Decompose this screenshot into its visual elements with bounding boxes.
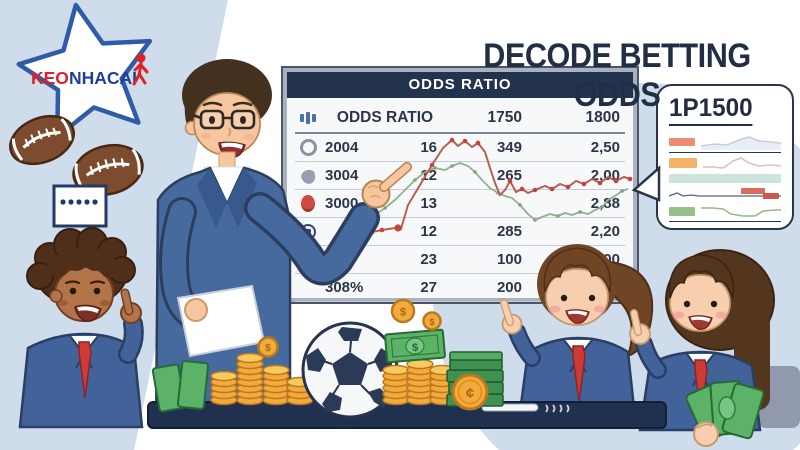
star-logo: KEONHACAI (16, 2, 153, 140)
row-value: 16 (420, 139, 437, 156)
keonhacai-wordmark: KEONHACAI (31, 68, 137, 88)
glasses-icon (192, 109, 256, 130)
gray-ball-icon (299, 139, 317, 156)
chair (758, 366, 800, 428)
row-value: 13 (420, 195, 437, 212)
student-figure (629, 249, 800, 447)
orange-bar-icon (669, 158, 697, 168)
row-name: 2004 (325, 139, 359, 156)
green-dots (353, 164, 624, 226)
marker-pen (481, 403, 539, 412)
cash-fan (685, 380, 765, 442)
football-icon (9, 114, 75, 166)
dollar-symbol: $ (412, 342, 419, 354)
tie (78, 341, 92, 399)
panel-row (669, 203, 781, 219)
football-icon (72, 143, 144, 197)
student-figure (18, 227, 144, 429)
sparkline-icon (701, 207, 781, 217)
divider (669, 152, 781, 153)
sparkline-icon (701, 136, 781, 150)
svg-text:$: $ (265, 343, 271, 354)
red-line (351, 138, 631, 234)
coin-stacks (210, 352, 314, 406)
sparkline-icon (703, 157, 781, 169)
paper-sheet (176, 284, 266, 358)
diagonal-band (0, 0, 228, 450)
panel-row (669, 155, 781, 171)
floating-coin-icon: $ (257, 336, 279, 358)
red-dots (349, 137, 633, 235)
dots-box (52, 184, 108, 228)
brand-red-text: KEO (31, 68, 69, 88)
row-value: 27 (420, 279, 437, 296)
soccer-ball-icon (301, 321, 399, 419)
sparkline-icon (669, 188, 781, 199)
salmon-bar-icon (669, 138, 695, 146)
floating-coin-icon: $ (422, 311, 442, 331)
bill-brick-stack (446, 351, 504, 407)
stats-icon (295, 111, 321, 124)
money-stack: $ ¢ $ $ $ (151, 298, 504, 419)
green-bar-icon (669, 206, 695, 216)
svg-text:$: $ (400, 307, 406, 319)
panel-row (669, 185, 781, 201)
column-header-odds-ratio: ODDS RATIO (336, 108, 434, 126)
cent-symbol: ¢ (466, 385, 474, 402)
brand-blue-text: NHACAI (69, 68, 137, 88)
row-value: 23 (420, 251, 437, 268)
player-icon (132, 53, 149, 86)
big-dollar-bill: $ (384, 328, 446, 364)
row-value: 12 (420, 223, 437, 240)
tie (572, 345, 586, 403)
svg-text:$: $ (429, 317, 434, 327)
row-value: 12 (420, 167, 437, 184)
teal-band (669, 174, 781, 183)
coin-stacks (382, 358, 455, 406)
desk (147, 401, 667, 429)
row-name: 3004 (325, 167, 359, 184)
tie (694, 359, 708, 417)
floating-coin-icon: $ (390, 298, 416, 324)
divider (669, 221, 781, 222)
cent-coin-icon: ¢ (451, 373, 489, 411)
page-title: DECODE BETTING ODDS (483, 36, 751, 114)
panel-row (669, 134, 781, 150)
